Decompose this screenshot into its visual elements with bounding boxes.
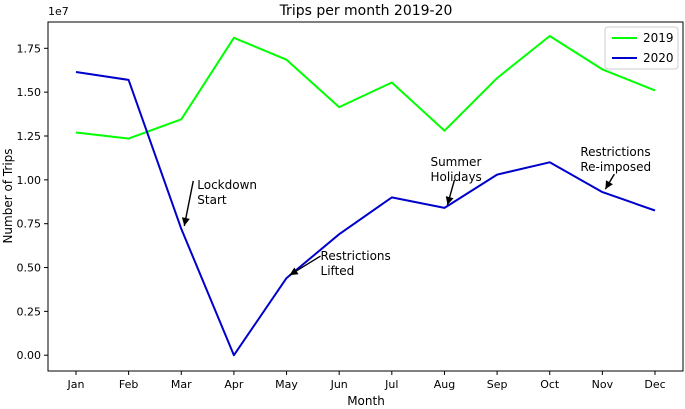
annotation-text: Holidays [430,170,481,184]
x-axis-label: Month [347,394,385,408]
x-tick-label: Oct [540,378,560,391]
x-tick-label: Dec [644,378,665,391]
x-tick-label: Nov [592,378,614,391]
y-tick-label: 1.00 [17,174,42,187]
series-line-2019 [75,35,656,140]
series-layer [75,35,656,357]
annotation-text: Summer [430,155,481,169]
x-tick-label: Jul [384,378,398,391]
annotation-text: Restrictions [580,145,650,159]
y-tick-label: 1.50 [17,86,42,99]
y-tick-label: 0.25 [17,305,42,318]
y-tick-label: 0.75 [17,218,42,231]
y-axis-label: Number of Trips [1,148,15,243]
y-tick-label: 1.25 [17,130,42,143]
y-axis: 0.00 0.25 0.50 0.75 1.00 1.25 1.50 1.75 [17,42,48,362]
y-tick-label: 0.00 [17,349,42,362]
annotation-text: Lockdown [197,178,257,192]
x-tick-label: Apr [224,378,244,391]
legend-label: 2020 [643,51,674,65]
y-tick-label: 0.50 [17,262,42,275]
x-tick-label: Sep [487,378,508,391]
y-tick-label: 1.75 [17,42,42,55]
x-tick-label: Jan [67,378,85,391]
annotation-arrow-head [181,217,190,226]
annotation-arrow-head [605,180,613,190]
annotation-text: Lifted [321,264,355,278]
y-multiplier-label: 1e7 [48,5,69,18]
plot-area-frame [47,21,684,372]
x-axis: Jan Feb Mar Apr May Jun Jul Aug Sep Oct Nov Dec [67,371,666,391]
legend: 2019 2020 [604,26,679,70]
chart-title: Trips per month 2019-20 [279,3,453,19]
annotation-layer: LockdownStartRestrictionsLiftedSummerHol… [181,145,651,278]
annotation-text: Re-imposed [580,160,651,174]
annotation-text: Restrictions [321,249,391,263]
series-line-2020 [75,71,656,357]
x-tick-label: Feb [119,378,138,391]
x-tick-label: Aug [434,378,455,391]
annotation-text: Start [197,193,227,207]
annotation-arrow-head [289,267,299,276]
x-tick-label: Jun [330,378,348,391]
x-tick-label: Mar [171,378,192,391]
annotation-arrow-head [445,196,454,205]
x-tick-label: May [275,378,298,391]
legend-label: 2019 [643,31,674,45]
